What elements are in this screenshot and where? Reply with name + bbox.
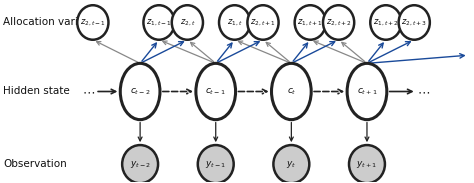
Text: $\cdots$: $\cdots$	[417, 85, 429, 98]
Text: $c_{t-1}$: $c_{t-1}$	[205, 86, 226, 97]
Text: $z_{1,t-1}$: $z_{1,t-1}$	[146, 17, 172, 28]
Text: $z_{1,t+1}$: $z_{1,t+1}$	[297, 17, 323, 28]
Ellipse shape	[77, 5, 109, 40]
Text: $z_{1,t+2}$: $z_{1,t+2}$	[373, 17, 399, 28]
Text: Hidden state: Hidden state	[3, 87, 70, 96]
Ellipse shape	[349, 145, 385, 183]
Ellipse shape	[399, 5, 430, 40]
Text: Observation: Observation	[3, 159, 67, 169]
Text: $\cdots$: $\cdots$	[82, 85, 95, 98]
Ellipse shape	[247, 5, 279, 40]
Text: $z_{2,t}$: $z_{2,t}$	[180, 17, 195, 28]
Ellipse shape	[120, 63, 160, 120]
Text: $z_{2,t-1}$: $z_{2,t-1}$	[80, 17, 106, 28]
Text: $y_{t-2}$: $y_{t-2}$	[129, 159, 151, 170]
Text: $y_t$: $y_t$	[286, 159, 296, 170]
Ellipse shape	[198, 145, 234, 183]
Ellipse shape	[347, 63, 387, 120]
Ellipse shape	[196, 63, 236, 120]
Text: $z_{2,t+2}$: $z_{2,t+2}$	[326, 17, 352, 28]
Ellipse shape	[272, 63, 311, 120]
Text: $c_t$: $c_t$	[286, 86, 296, 97]
Text: $c_{t-2}$: $c_{t-2}$	[130, 86, 150, 97]
Text: $c_{t+1}$: $c_{t+1}$	[356, 86, 377, 97]
Text: $z_{2,t+3}$: $z_{2,t+3}$	[401, 17, 427, 28]
Ellipse shape	[219, 5, 250, 40]
Ellipse shape	[122, 145, 158, 183]
Text: $y_{t-1}$: $y_{t-1}$	[205, 159, 227, 170]
Text: $z_{1,t}$: $z_{1,t}$	[227, 17, 243, 28]
Ellipse shape	[172, 5, 203, 40]
Text: $y_{t+1}$: $y_{t+1}$	[356, 159, 378, 170]
Ellipse shape	[144, 5, 174, 40]
Ellipse shape	[370, 5, 401, 40]
Text: $z_{2,t+1}$: $z_{2,t+1}$	[250, 17, 276, 28]
Ellipse shape	[273, 145, 310, 183]
Ellipse shape	[295, 5, 326, 40]
Ellipse shape	[323, 5, 354, 40]
Text: Allocation variable: Allocation variable	[3, 18, 100, 27]
